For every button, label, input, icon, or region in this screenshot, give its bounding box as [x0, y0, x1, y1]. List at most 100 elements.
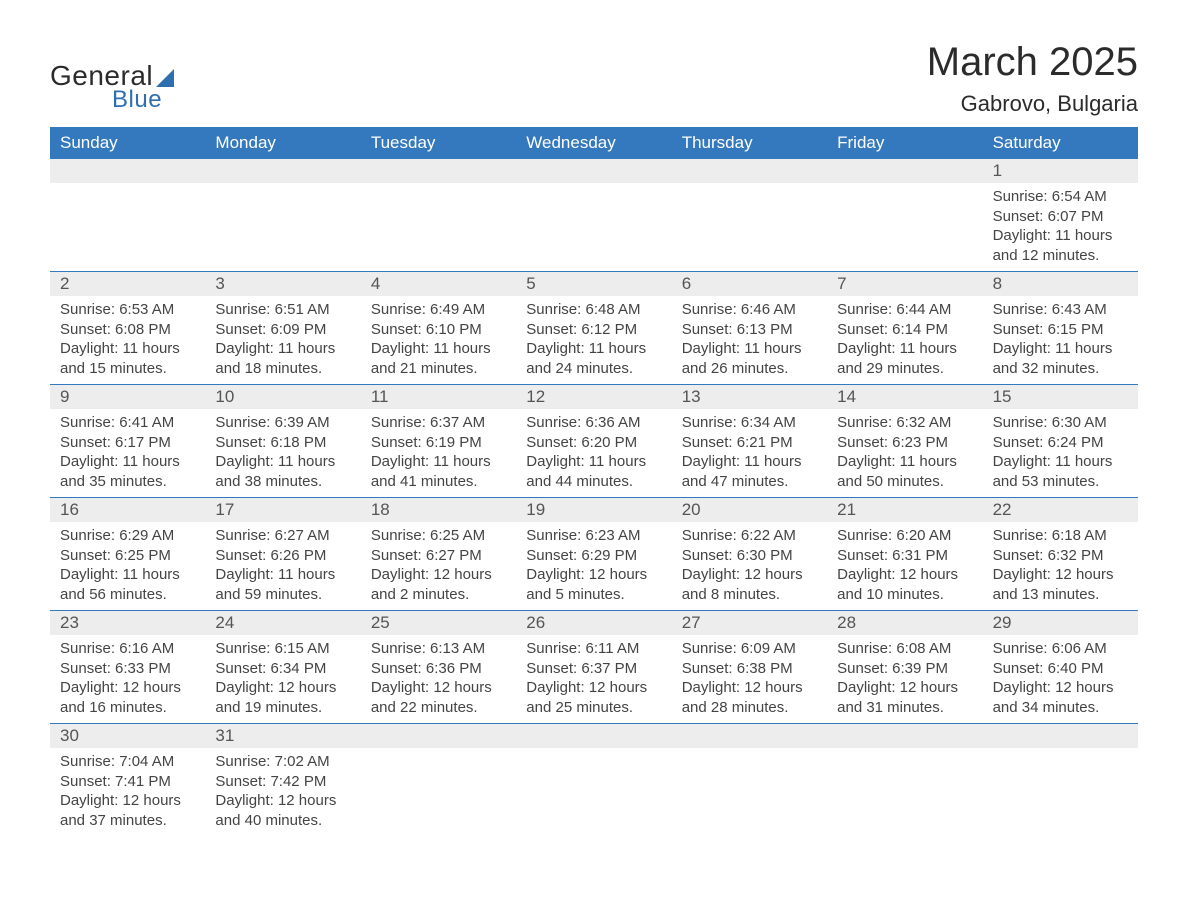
- calendar-cell: [983, 724, 1138, 836]
- day-number: [827, 159, 982, 183]
- sunset-text: Sunset: 6:08 PM: [60, 320, 195, 340]
- day-number: [516, 724, 671, 748]
- daylight-text: Daylight: 11 hours and 24 minutes.: [526, 339, 661, 378]
- day-number: 5: [516, 272, 671, 296]
- calendar-cell: 26Sunrise: 6:11 AMSunset: 6:37 PMDayligh…: [516, 611, 671, 723]
- calendar-body: 1Sunrise: 6:54 AMSunset: 6:07 PMDaylight…: [50, 159, 1138, 836]
- page-subtitle: Gabrovo, Bulgaria: [927, 91, 1138, 117]
- weekday-heading: Sunday: [50, 127, 205, 159]
- calendar-cell: [672, 159, 827, 271]
- calendar-cell: 4Sunrise: 6:49 AMSunset: 6:10 PMDaylight…: [361, 272, 516, 384]
- day-number: 10: [205, 385, 360, 409]
- calendar-cell: 9Sunrise: 6:41 AMSunset: 6:17 PMDaylight…: [50, 385, 205, 497]
- day-details: Sunrise: 6:15 AMSunset: 6:34 PMDaylight:…: [205, 635, 360, 723]
- day-details: Sunrise: 6:49 AMSunset: 6:10 PMDaylight:…: [361, 296, 516, 384]
- brand-triangle-icon: [156, 69, 174, 87]
- calendar-cell: 27Sunrise: 6:09 AMSunset: 6:38 PMDayligh…: [672, 611, 827, 723]
- sunset-text: Sunset: 6:13 PM: [682, 320, 817, 340]
- sunrise-text: Sunrise: 6:36 AM: [526, 413, 661, 433]
- calendar-cell: 25Sunrise: 6:13 AMSunset: 6:36 PMDayligh…: [361, 611, 516, 723]
- calendar-cell: 8Sunrise: 6:43 AMSunset: 6:15 PMDaylight…: [983, 272, 1138, 384]
- day-details: Sunrise: 6:41 AMSunset: 6:17 PMDaylight:…: [50, 409, 205, 497]
- calendar-cell: 17Sunrise: 6:27 AMSunset: 6:26 PMDayligh…: [205, 498, 360, 610]
- sunrise-text: Sunrise: 6:44 AM: [837, 300, 972, 320]
- sunrise-text: Sunrise: 6:27 AM: [215, 526, 350, 546]
- day-details: Sunrise: 6:08 AMSunset: 6:39 PMDaylight:…: [827, 635, 982, 723]
- day-details: Sunrise: 6:30 AMSunset: 6:24 PMDaylight:…: [983, 409, 1138, 497]
- calendar-cell: 24Sunrise: 6:15 AMSunset: 6:34 PMDayligh…: [205, 611, 360, 723]
- day-details: Sunrise: 6:25 AMSunset: 6:27 PMDaylight:…: [361, 522, 516, 610]
- daylight-text: Daylight: 11 hours and 26 minutes.: [682, 339, 817, 378]
- day-details: [361, 183, 516, 191]
- day-number: [827, 724, 982, 748]
- sunset-text: Sunset: 6:24 PM: [993, 433, 1128, 453]
- day-details: Sunrise: 6:09 AMSunset: 6:38 PMDaylight:…: [672, 635, 827, 723]
- calendar-week-row: 1Sunrise: 6:54 AMSunset: 6:07 PMDaylight…: [50, 159, 1138, 271]
- day-number: 1: [983, 159, 1138, 183]
- weekday-heading: Wednesday: [516, 127, 671, 159]
- day-number: 21: [827, 498, 982, 522]
- daylight-text: Daylight: 12 hours and 2 minutes.: [371, 565, 506, 604]
- sunrise-text: Sunrise: 6:29 AM: [60, 526, 195, 546]
- day-details: Sunrise: 6:32 AMSunset: 6:23 PMDaylight:…: [827, 409, 982, 497]
- day-details: Sunrise: 6:46 AMSunset: 6:13 PMDaylight:…: [672, 296, 827, 384]
- day-number: 4: [361, 272, 516, 296]
- day-number: 31: [205, 724, 360, 748]
- calendar-cell: 21Sunrise: 6:20 AMSunset: 6:31 PMDayligh…: [827, 498, 982, 610]
- weekday-heading: Thursday: [672, 127, 827, 159]
- sunset-text: Sunset: 6:37 PM: [526, 659, 661, 679]
- calendar: Sunday Monday Tuesday Wednesday Thursday…: [50, 127, 1138, 836]
- day-details: Sunrise: 6:53 AMSunset: 6:08 PMDaylight:…: [50, 296, 205, 384]
- sunset-text: Sunset: 6:09 PM: [215, 320, 350, 340]
- day-details: [50, 183, 205, 191]
- calendar-cell: [205, 159, 360, 271]
- calendar-cell: 19Sunrise: 6:23 AMSunset: 6:29 PMDayligh…: [516, 498, 671, 610]
- calendar-cell: [516, 724, 671, 836]
- day-details: Sunrise: 6:27 AMSunset: 6:26 PMDaylight:…: [205, 522, 360, 610]
- daylight-text: Daylight: 12 hours and 25 minutes.: [526, 678, 661, 717]
- day-details: [983, 748, 1138, 756]
- sunrise-text: Sunrise: 6:06 AM: [993, 639, 1128, 659]
- day-number: 13: [672, 385, 827, 409]
- calendar-cell: [827, 724, 982, 836]
- sunrise-text: Sunrise: 6:30 AM: [993, 413, 1128, 433]
- day-details: Sunrise: 6:51 AMSunset: 6:09 PMDaylight:…: [205, 296, 360, 384]
- daylight-text: Daylight: 11 hours and 53 minutes.: [993, 452, 1128, 491]
- daylight-text: Daylight: 12 hours and 22 minutes.: [371, 678, 506, 717]
- day-number: 29: [983, 611, 1138, 635]
- weekday-heading: Monday: [205, 127, 360, 159]
- sunrise-text: Sunrise: 6:18 AM: [993, 526, 1128, 546]
- calendar-cell: 13Sunrise: 6:34 AMSunset: 6:21 PMDayligh…: [672, 385, 827, 497]
- sunset-text: Sunset: 6:20 PM: [526, 433, 661, 453]
- day-number: 2: [50, 272, 205, 296]
- daylight-text: Daylight: 11 hours and 35 minutes.: [60, 452, 195, 491]
- sunrise-text: Sunrise: 6:15 AM: [215, 639, 350, 659]
- weekday-heading: Saturday: [983, 127, 1138, 159]
- sunset-text: Sunset: 6:34 PM: [215, 659, 350, 679]
- calendar-cell: 5Sunrise: 6:48 AMSunset: 6:12 PMDaylight…: [516, 272, 671, 384]
- calendar-cell: [50, 159, 205, 271]
- day-number: [50, 159, 205, 183]
- calendar-week-row: 9Sunrise: 6:41 AMSunset: 6:17 PMDaylight…: [50, 384, 1138, 497]
- day-number: 18: [361, 498, 516, 522]
- calendar-week-row: 30Sunrise: 7:04 AMSunset: 7:41 PMDayligh…: [50, 723, 1138, 836]
- daylight-text: Daylight: 12 hours and 16 minutes.: [60, 678, 195, 717]
- day-details: Sunrise: 6:23 AMSunset: 6:29 PMDaylight:…: [516, 522, 671, 610]
- page-title: March 2025: [927, 40, 1138, 85]
- sunrise-text: Sunrise: 7:04 AM: [60, 752, 195, 772]
- sunset-text: Sunset: 6:12 PM: [526, 320, 661, 340]
- calendar-cell: [516, 159, 671, 271]
- day-number: 19: [516, 498, 671, 522]
- calendar-cell: 20Sunrise: 6:22 AMSunset: 6:30 PMDayligh…: [672, 498, 827, 610]
- daylight-text: Daylight: 11 hours and 12 minutes.: [993, 226, 1128, 265]
- day-number: 28: [827, 611, 982, 635]
- day-number: 9: [50, 385, 205, 409]
- day-details: [516, 748, 671, 756]
- calendar-cell: [827, 159, 982, 271]
- day-details: Sunrise: 7:02 AMSunset: 7:42 PMDaylight:…: [205, 748, 360, 836]
- calendar-cell: 12Sunrise: 6:36 AMSunset: 6:20 PMDayligh…: [516, 385, 671, 497]
- brand-blue: Blue: [50, 86, 162, 114]
- day-number: 8: [983, 272, 1138, 296]
- sunset-text: Sunset: 6:39 PM: [837, 659, 972, 679]
- sunrise-text: Sunrise: 6:22 AM: [682, 526, 817, 546]
